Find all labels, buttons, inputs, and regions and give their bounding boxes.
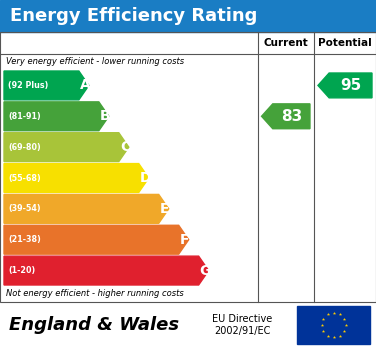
Bar [0, 0, 376, 32]
Polygon shape [4, 195, 169, 223]
Text: Very energy efficient - lower running costs: Very energy efficient - lower running co… [6, 57, 184, 66]
Text: A: A [80, 78, 91, 93]
Polygon shape [262, 104, 310, 129]
Bar [0, 302, 376, 348]
Polygon shape [318, 73, 372, 98]
Text: B: B [100, 109, 111, 123]
Text: Potential: Potential [318, 38, 372, 48]
Polygon shape [4, 164, 149, 192]
Text: 2002/91/EC: 2002/91/EC [214, 326, 271, 336]
Text: (81-91): (81-91) [8, 112, 41, 121]
Bar [0, 32, 376, 302]
Polygon shape [4, 71, 89, 100]
Polygon shape [4, 133, 129, 161]
Text: (39-54): (39-54) [8, 204, 41, 213]
Text: G: G [200, 263, 211, 278]
Text: C: C [120, 140, 130, 154]
Text: Not energy efficient - higher running costs: Not energy efficient - higher running co… [6, 290, 184, 299]
Text: 83: 83 [281, 109, 302, 124]
Text: D: D [140, 171, 151, 185]
Text: (69-80): (69-80) [8, 143, 41, 152]
Polygon shape [4, 256, 209, 285]
Text: (21-38): (21-38) [8, 235, 41, 244]
Text: Current: Current [263, 38, 308, 48]
Text: E: E [160, 202, 169, 216]
Text: England & Wales: England & Wales [9, 316, 179, 334]
Text: F: F [180, 233, 189, 247]
Text: (1-20): (1-20) [8, 266, 35, 275]
Polygon shape [4, 102, 109, 131]
Polygon shape [4, 225, 189, 254]
Text: EU Directive: EU Directive [212, 314, 273, 324]
Text: 95: 95 [340, 78, 361, 93]
Bar [297, 306, 370, 344]
Text: (55-68): (55-68) [8, 174, 41, 182]
Text: Energy Efficiency Rating: Energy Efficiency Rating [10, 7, 258, 25]
Text: (92 Plus): (92 Plus) [8, 81, 49, 90]
